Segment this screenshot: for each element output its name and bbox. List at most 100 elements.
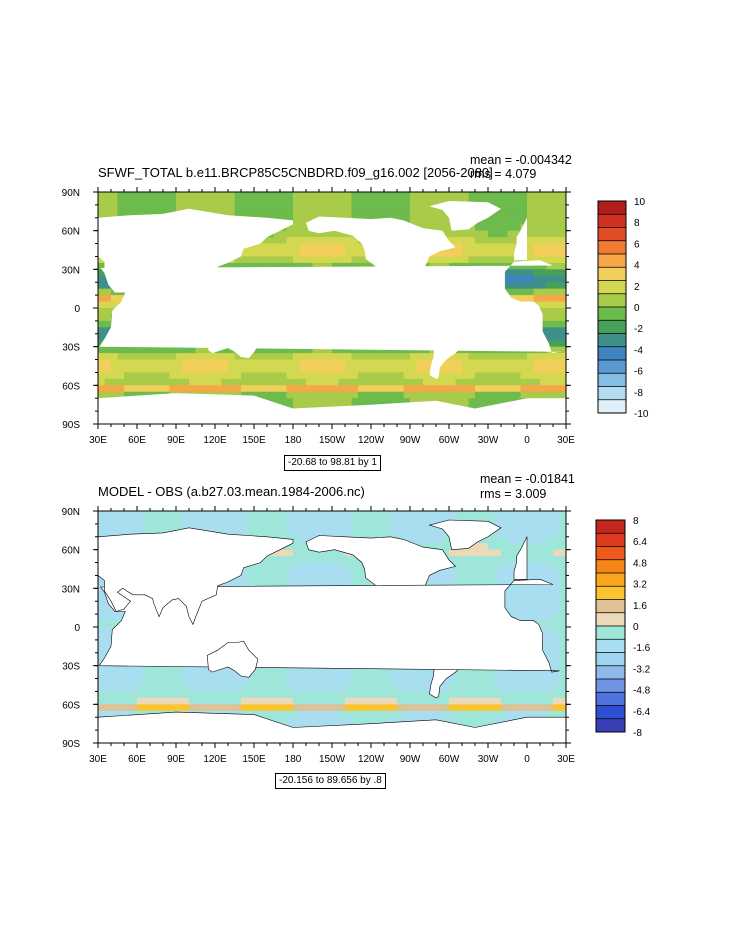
colorbar-label: -4.8 (633, 686, 651, 697)
panel2-xtick-label: 60E (128, 754, 146, 765)
colorbar-swatch (596, 599, 625, 614)
panel2-ytick-label: 30N (62, 584, 80, 595)
panel2-ytick-label: 90S (62, 739, 80, 750)
panel1-ytick-label: 0 (74, 304, 80, 315)
panel2-ytick-label: 0 (74, 623, 80, 634)
colorbar-swatch (596, 559, 625, 574)
panel1-xtick-label: 150W (319, 435, 346, 446)
colorbar-label: 8 (634, 218, 640, 229)
panel1-xtick-label: 60E (128, 435, 146, 446)
colorbar-swatch (598, 201, 626, 215)
panel2-colorbar: 8 6.4 4.8 3.2 1.6 0 -1.6 -3.2 -4.8 -6.4 -8 (595, 516, 651, 739)
colorbar-swatch (596, 612, 625, 627)
panel1-map: 30E 60E 90E 120E 150E 180 150W 120W 90W 60W 30W 0 30… (62, 187, 649, 446)
panel2-map: 30E 60E 90E 120E 150E 180 150W 120W 90W 60W 30W 0 30… (62, 506, 651, 765)
panel1-ytick-label: 60S (62, 381, 80, 392)
colorbar-label: 0 (633, 622, 639, 633)
panel1-range-label: -20.68 to 98.81 by 1 (284, 455, 381, 471)
panel1-xtick-label: 180 (285, 435, 302, 446)
panel1-ytick-label: 60N (62, 227, 80, 238)
colorbar-label: 6.4 (633, 537, 647, 548)
colorbar-swatch (598, 320, 626, 334)
panel2-xtick-label: 120E (203, 754, 227, 765)
colorbar-swatch (596, 639, 625, 653)
colorbar-swatch (596, 705, 625, 720)
panel1-xtick-label: 30E (89, 435, 107, 446)
colorbar-swatch (596, 679, 625, 693)
colorbar-label: -3.2 (633, 664, 651, 675)
panel2-xtick-label: 90E (167, 754, 185, 765)
colorbar-swatch (598, 267, 626, 281)
colorbar-swatch (596, 692, 625, 706)
colorbar-label: 10 (634, 197, 646, 208)
colorbar-label: -8 (634, 388, 643, 399)
panel2-ytick-label: 60S (62, 700, 80, 711)
colorbar-label: 8 (633, 516, 639, 527)
colorbar-swatch (598, 360, 626, 374)
panel2-ytick-label: 90N (62, 507, 80, 518)
colorbar-swatch (598, 386, 626, 401)
colorbar-label: 4.8 (633, 558, 647, 569)
panel2-range-label: -20.156 to 89.656 by .8 (275, 773, 386, 789)
colorbar-label: 2 (634, 282, 640, 293)
panel2-xtick-label: 180 (285, 754, 302, 765)
panel2-ytick-label: 60N (62, 546, 80, 557)
colorbar-swatch (596, 652, 625, 667)
colorbar-swatch (598, 254, 626, 268)
colorbar-swatch (598, 373, 626, 387)
colorbar-label: 1.6 (633, 601, 647, 612)
panel1-colorbar: 10 8 6 4 2 0 -2 -4 -6 -8 -10 (597, 197, 649, 420)
panel2-rms: rms = 3.009 (480, 487, 547, 501)
panel2-xtick-label: 30E (557, 754, 575, 765)
colorbar-label: -10 (634, 409, 649, 420)
panel1-xtick-label: 60W (439, 435, 460, 446)
panel2-ytick-label: 30S (62, 662, 80, 673)
panel2-xtick-label: 150E (242, 754, 266, 765)
panel2-mean: mean = -0.01841 (480, 472, 575, 486)
colorbar-swatch (596, 626, 625, 640)
colorbar-label: 0 (634, 303, 640, 314)
colorbar-swatch (598, 227, 626, 242)
colorbar-label: -6 (634, 367, 643, 378)
panel1-xtick-label: 30E (557, 435, 575, 446)
colorbar-swatch (596, 573, 625, 587)
panel1-xtick-label: 150E (242, 435, 266, 446)
colorbar-swatch (598, 307, 626, 321)
panel1-ytick-label: 90S (62, 420, 80, 431)
colorbar-swatch (598, 280, 626, 295)
colorbar-swatch (598, 346, 626, 361)
panel2-xtick-label: 120W (358, 754, 385, 765)
panel1-xtick-label: 120E (203, 435, 227, 446)
colorbar-label: -4 (634, 345, 643, 356)
colorbar-label: -8 (633, 728, 642, 739)
panel1-xtick-label: 30W (478, 435, 499, 446)
colorbar-swatch (598, 240, 626, 255)
colorbar-swatch (596, 533, 625, 547)
colorbar-label: 6 (634, 239, 640, 250)
panel1-rms: rms = 4.079 (470, 167, 537, 181)
panel1-xtick-label: 90W (400, 435, 421, 446)
panel1-xtick-label: 120W (358, 435, 385, 446)
panel2-title: MODEL - OBS (a.b27.03.mean.1984-2006.nc) (98, 484, 365, 499)
panel1-ytick-label: 90N (62, 188, 80, 199)
colorbar-swatch (596, 520, 625, 534)
colorbar-label: 4 (634, 261, 640, 272)
panel2-xtick-label: 0 (524, 754, 530, 765)
colorbar-label: -6.4 (633, 707, 651, 718)
panel1-xtick-label: 90E (167, 435, 185, 446)
colorbar-swatch (598, 399, 626, 414)
panel2-xtick-label: 30W (478, 754, 499, 765)
panel2-xtick-label: 30E (89, 754, 107, 765)
panel1-xtick-label: 0 (524, 435, 530, 446)
colorbar-swatch (596, 586, 625, 600)
colorbar-label: -2 (634, 324, 643, 335)
panel2-xtick-label: 90W (400, 754, 421, 765)
colorbar-label: 3.2 (633, 580, 647, 591)
panel1-ytick-label: 30S (62, 343, 80, 354)
colorbar-swatch (598, 333, 626, 348)
panel2-xtick-label: 150W (319, 754, 346, 765)
panel1-mean: mean = -0.004342 (470, 153, 572, 167)
colorbar-swatch (596, 718, 625, 733)
panel1-title: SFWF_TOTAL b.e11.BRCP85C5CNBDRD.f09_g16.… (98, 165, 493, 180)
